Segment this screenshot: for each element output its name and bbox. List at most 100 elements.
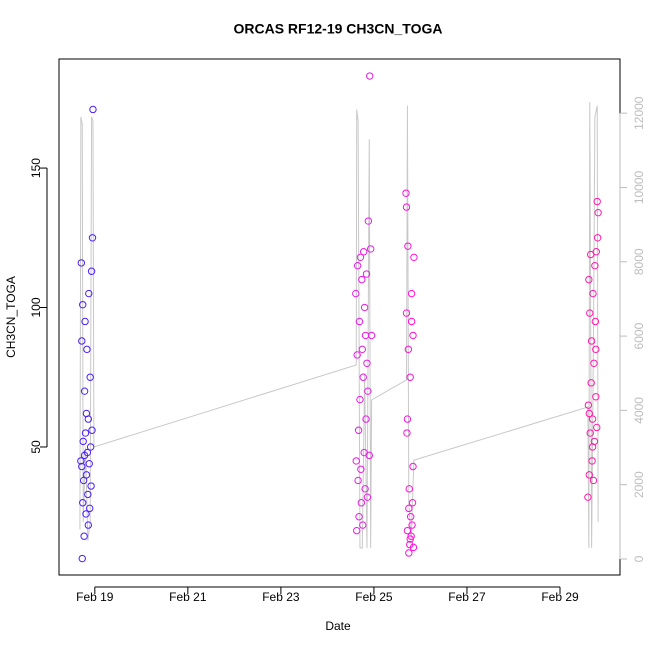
data-point [588, 415, 597, 423]
data-point [365, 451, 373, 460]
data-point [85, 289, 93, 298]
data-point [82, 510, 90, 518]
data-point [586, 429, 594, 437]
data-point [79, 301, 87, 309]
data-point [78, 554, 86, 563]
y2-tick-label: 12000 [632, 96, 646, 130]
data-point [361, 485, 369, 493]
data-point [88, 234, 97, 242]
x-tick-label: Feb 19 [76, 590, 114, 604]
data-point [587, 379, 595, 387]
y-tick-label: 150 [29, 158, 43, 178]
data-point [592, 248, 600, 256]
data-point [402, 189, 410, 197]
data-point [593, 197, 601, 206]
data-point [406, 513, 415, 521]
data-point [366, 245, 375, 253]
data-point [83, 345, 91, 354]
data-point [405, 485, 413, 493]
data-point [402, 203, 411, 211]
data-point [594, 208, 602, 217]
y2-tick-label: 4000 [632, 397, 646, 424]
y-tick-label: 100 [29, 297, 43, 317]
data-point [406, 373, 414, 381]
data-point [85, 460, 93, 468]
y-tick-label: 50 [29, 440, 43, 454]
data-point [82, 409, 91, 418]
y2-tick-label: 8000 [632, 248, 646, 275]
data-point [592, 345, 600, 354]
data-point [590, 359, 598, 368]
data-point [81, 429, 90, 437]
data-point [406, 535, 414, 543]
data-point [353, 526, 361, 535]
data-point [407, 317, 416, 326]
data-point [359, 521, 367, 529]
data-point [407, 289, 416, 298]
data-point [584, 401, 593, 409]
data-point [362, 270, 371, 278]
data-point [402, 309, 411, 317]
data-point [593, 423, 601, 432]
data-point [366, 72, 374, 80]
data-point [86, 443, 95, 451]
data-point [359, 248, 368, 256]
data-point [586, 309, 594, 317]
data-point [353, 261, 362, 270]
data-point [77, 259, 86, 267]
data-point [88, 426, 96, 434]
data-point [363, 359, 371, 368]
data-point [86, 504, 94, 513]
altitude-line [79, 102, 599, 549]
data-point [585, 471, 593, 479]
data-point [87, 267, 96, 275]
y2-tick-label: 0 [632, 555, 646, 562]
data-point [405, 549, 413, 557]
data-point [352, 289, 360, 298]
data-point [353, 351, 361, 359]
data-point [81, 317, 89, 326]
data-point [80, 387, 89, 395]
data-point [362, 415, 370, 423]
x-axis-label: Date [325, 619, 351, 633]
data-point [403, 415, 412, 423]
data-point [86, 373, 94, 381]
data-point [354, 476, 362, 485]
data-point [585, 409, 593, 418]
data-point [78, 462, 86, 471]
data-point [78, 337, 86, 345]
data-point [409, 543, 418, 552]
data-point [589, 289, 597, 298]
x-tick-label: Feb 21 [169, 590, 207, 604]
x-tick-label: Feb 27 [448, 590, 486, 604]
data-point [363, 493, 372, 501]
data-point [408, 499, 417, 507]
data-point [80, 532, 88, 540]
data-point [87, 482, 95, 490]
data-point [357, 465, 365, 473]
data-point [358, 345, 366, 354]
x-tick-label: Feb 29 [541, 590, 579, 604]
x-tick-label: Feb 23 [262, 590, 300, 604]
plot-frame [58, 58, 621, 576]
data-point [352, 457, 360, 465]
x-tick-label: Feb 25 [355, 590, 393, 604]
data-point [589, 476, 598, 485]
data-point [356, 253, 365, 262]
data-point [588, 443, 597, 451]
y2-tick-label: 6000 [632, 322, 646, 349]
data-point [357, 499, 366, 507]
y-axis-label: CH3CN_TOGA [4, 276, 18, 358]
data-point [592, 393, 600, 401]
data-point [591, 261, 599, 270]
data-point [77, 457, 85, 465]
data-point [364, 387, 372, 395]
data-point [80, 451, 89, 460]
data-point [358, 275, 366, 284]
data-point [587, 337, 596, 345]
data-point [89, 105, 97, 114]
data-point [403, 429, 411, 437]
chart-title: ORCAS RF12-19 CH3CN_TOGA [233, 21, 442, 37]
data-point [405, 504, 413, 513]
